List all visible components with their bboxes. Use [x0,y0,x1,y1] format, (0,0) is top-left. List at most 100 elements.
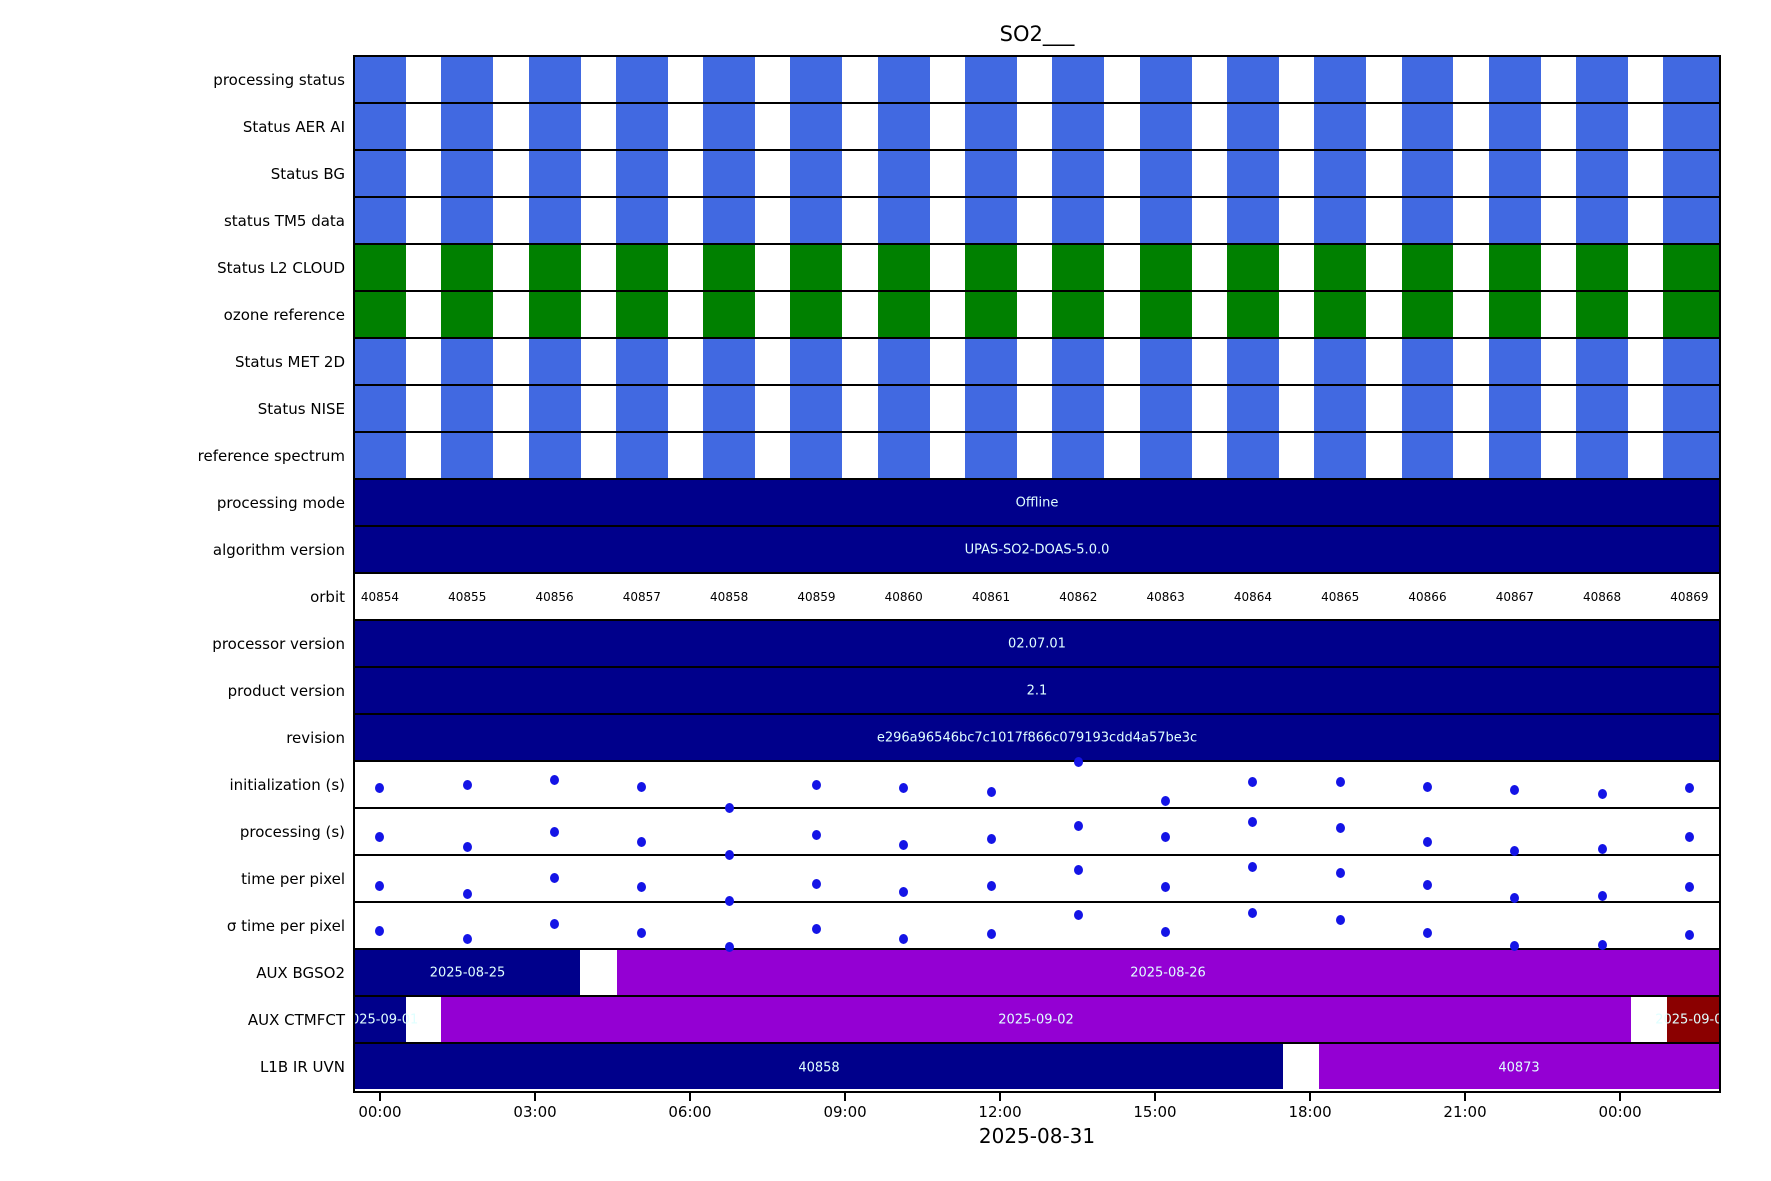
row-label: Status NISE [257,400,345,418]
scatter-dot [462,842,472,853]
scatter-dot [724,802,734,813]
scatter-dot [811,779,821,790]
orbit-stripe [1226,245,1279,290]
orbit-stripe [355,386,406,431]
scatter-dot [1684,882,1694,893]
orbit-stripe [1576,151,1629,196]
x-tick-label: 06:00 [668,1103,712,1121]
orbit-stripe [1052,292,1105,337]
scatter-dot [1423,781,1432,792]
orbit-stripe [877,104,930,149]
row-stripes [355,386,1719,433]
chart-title: SO2___ [999,22,1075,46]
orbit-stripe [1663,151,1719,196]
orbit-stripe [1226,104,1279,149]
scatter-dot [1423,928,1432,939]
orbit-stripe [1401,245,1454,290]
row-stripes [355,151,1719,198]
scatter-dot [1335,867,1345,878]
orbit-stripe [790,104,843,149]
bar-segment [1667,997,1719,1042]
row-label: AUX BGSO2 [256,964,345,982]
row-label: Status MET 2D [234,353,345,371]
orbit-number-label: 40858 [710,589,749,604]
orbit-stripe [1226,433,1279,478]
orbit-stripe [355,339,406,384]
orbit-stripe [1663,292,1719,337]
row-label: Status AER AI [242,118,345,136]
orbit-stripe [790,386,843,431]
scatter-dot [1161,796,1171,806]
orbit-stripe [1226,151,1279,196]
orbit-stripe [528,433,581,478]
orbit-stripe [355,292,406,337]
scatter-dot [724,942,734,953]
scatter-dot [811,923,821,934]
scatter-dot [899,782,909,793]
scatter-dot [724,896,734,907]
orbit-stripe [1139,198,1192,243]
row-label: Status L2 CLOUD [217,259,345,277]
orbit-stripe [1576,339,1629,384]
orbit-stripe [1401,433,1454,478]
scatter-dot [1423,880,1432,891]
orbit-stripe [877,198,930,243]
orbit-stripe [1052,433,1105,478]
scatter-dot [550,873,560,884]
orbit-stripe [1139,433,1192,478]
bar-segment-label: e296a96546bc7c1017f866c079193cdd4a57be3c [876,730,1198,745]
x-tick [688,1091,691,1101]
bar-segment [355,715,1719,760]
orbit-stripe [965,433,1017,478]
orbit-stripe [1576,245,1629,290]
orbit-stripe [528,245,581,290]
bar-segment-label: Offline [1015,495,1059,510]
scatter-dot [811,879,821,890]
orbit-stripe [441,151,494,196]
orbit-stripe [1576,386,1629,431]
row-label: revision [286,729,345,747]
scatter-dot [462,779,472,790]
x-tick [1309,1091,1312,1101]
row-label: ozone reference [223,306,345,324]
orbit-stripe [615,57,668,102]
x-tick-label: 09:00 [823,1103,867,1121]
orbit-stripe [1314,104,1367,149]
scatter-dot [1161,882,1171,893]
row-label: time per pixel [241,870,345,888]
scatter-dot [1597,843,1607,854]
orbit-stripe [355,151,406,196]
orbit-number-label: 40857 [622,589,661,604]
orbit-stripe [1401,104,1454,149]
row-bar: UPAS-SO2-DOAS-5.0.0 [355,527,1719,574]
orbit-stripe [703,245,756,290]
orbit-stripe [703,386,756,431]
orbit-stripe [1576,292,1629,337]
orbit-number-label: 40863 [1146,589,1185,604]
x-tick-label: 03:00 [513,1103,557,1121]
scatter-dot [375,832,385,843]
orbit-stripe [1314,339,1367,384]
orbit-stripe [1488,386,1541,431]
orbit-stripe [1401,198,1454,243]
orbit-number-label: 40860 [884,589,923,604]
orbit-stripe [877,386,930,431]
orbit-stripe [703,339,756,384]
orbit-stripe [1052,104,1105,149]
orbit-stripe [965,292,1017,337]
row-label: status TM5 data [223,212,345,230]
orbit-stripe [441,57,494,102]
row-stripes [355,198,1719,245]
bar-segment-label: 02.07.01 [1008,636,1066,651]
orbit-stripe [615,292,668,337]
orbit-number-label: 40861 [971,589,1011,604]
x-axis-date-label: 2025-08-31 [978,1124,1096,1148]
orbit-stripe [528,292,581,337]
x-tick [999,1091,1002,1101]
bar-segment-label: 40858 [798,1060,840,1075]
orbit-stripe [1314,57,1367,102]
orbit-number-label: 40856 [535,589,574,604]
row-label: initialization (s) [229,776,345,794]
row-label: L1B IR UVN [259,1058,345,1076]
